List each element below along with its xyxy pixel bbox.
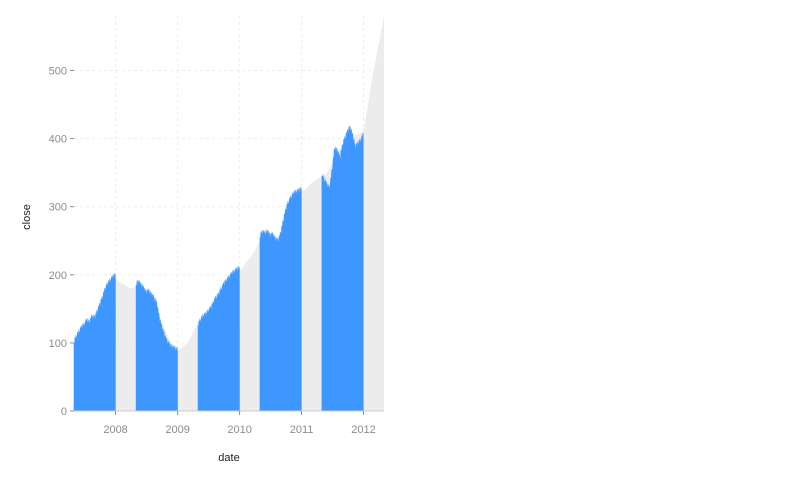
series-segment-4 <box>259 187 302 412</box>
series-segment-3 <box>197 266 240 412</box>
x-tick-label: 2012 <box>351 424 375 436</box>
series-segment-2 <box>135 279 178 412</box>
highlight-series <box>73 125 364 412</box>
y-tick-label: 400 <box>49 134 67 146</box>
x-tick-label: 2010 <box>227 424 251 436</box>
y-tick-label: 200 <box>49 270 67 282</box>
series-segment-1 <box>73 273 116 412</box>
x-axis-title: date <box>218 452 239 464</box>
y-axis-title: close <box>21 204 33 230</box>
x-tick-label: 2011 <box>290 424 314 436</box>
axes: 0 100 200 300 400 500 2008 2009 2010 2011 2012 <box>49 65 384 436</box>
x-tick-label: 2008 <box>103 424 127 436</box>
y-tick-label: 300 <box>49 202 67 214</box>
x-tick-label: 2009 <box>165 424 189 436</box>
y-tick-label: 100 <box>49 338 67 350</box>
series-segment-5 <box>321 125 364 412</box>
y-tick-label: 0 <box>61 406 67 418</box>
y-tick-label: 500 <box>49 65 67 77</box>
